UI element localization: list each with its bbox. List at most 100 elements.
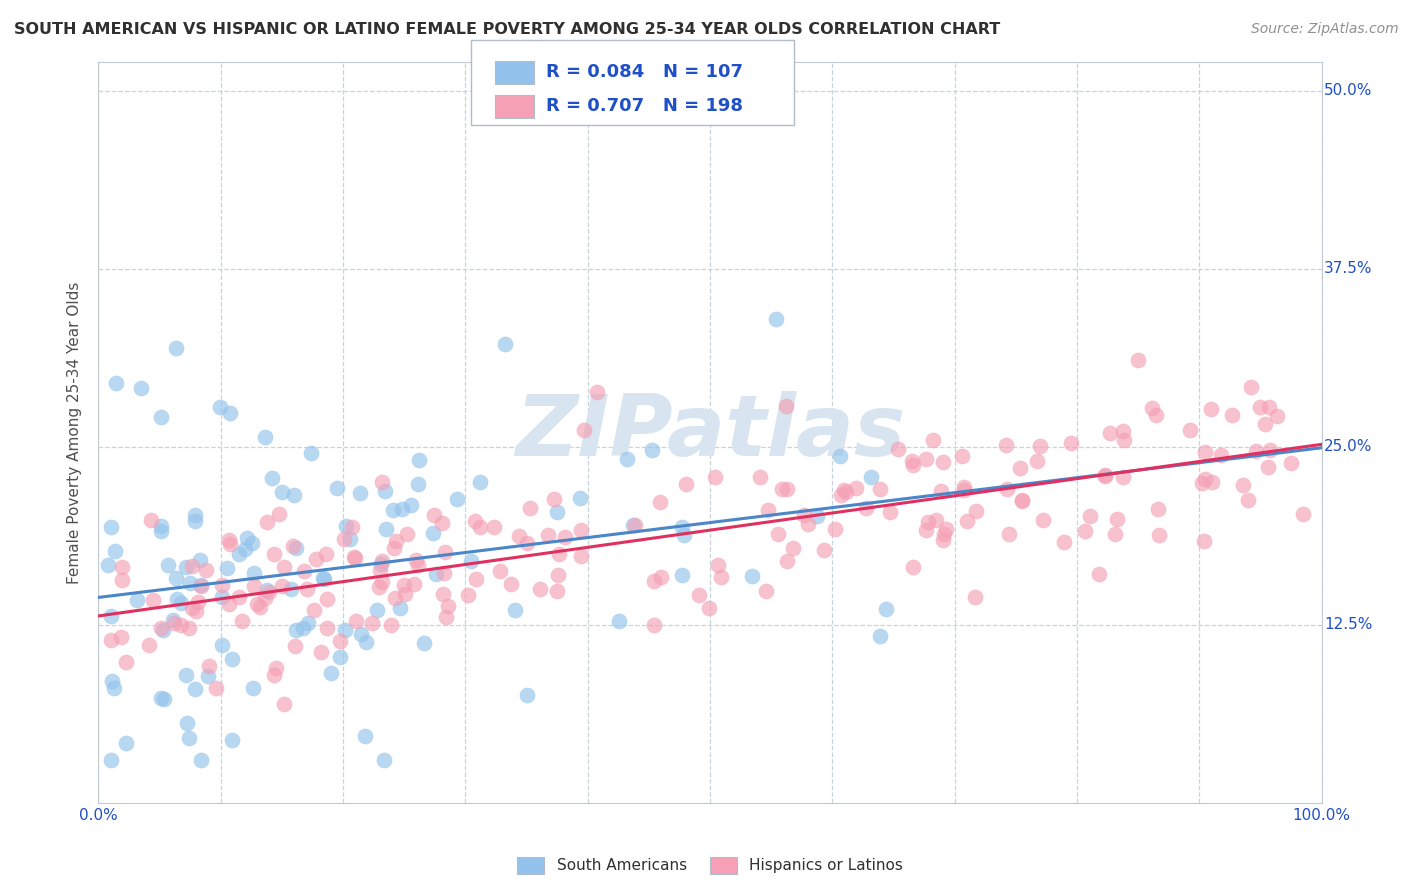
- Point: [197, 668, 219, 682]
- Point: [221, 732, 243, 747]
- Point: [755, 583, 778, 598]
- Point: [150, 690, 173, 705]
- Point: [269, 507, 291, 521]
- Point: [218, 533, 240, 547]
- Point: [569, 523, 592, 537]
- Point: [246, 597, 269, 611]
- Point: [1107, 512, 1129, 526]
- Point: [1078, 508, 1101, 523]
- Point: [922, 433, 945, 447]
- Point: [1094, 469, 1116, 483]
- Point: [166, 592, 188, 607]
- Point: [280, 582, 302, 597]
- Point: [1279, 456, 1302, 470]
- Point: [142, 592, 165, 607]
- Point: [1147, 501, 1170, 516]
- Point: [243, 579, 266, 593]
- Point: [184, 681, 207, 696]
- Point: [1194, 472, 1216, 486]
- Point: [1220, 409, 1243, 423]
- Point: [470, 475, 492, 490]
- Point: [671, 520, 693, 534]
- Point: [115, 655, 138, 669]
- Point: [283, 488, 305, 502]
- Point: [271, 579, 294, 593]
- Point: [1060, 435, 1083, 450]
- Point: [925, 513, 948, 527]
- Point: [100, 673, 122, 688]
- Point: [643, 574, 665, 588]
- Point: [932, 533, 955, 547]
- Point: [432, 566, 454, 580]
- Point: [1094, 468, 1116, 483]
- Point: [190, 578, 212, 592]
- Point: [860, 470, 883, 484]
- Point: [343, 551, 366, 566]
- Point: [150, 518, 173, 533]
- Point: [198, 658, 221, 673]
- Point: [219, 405, 242, 419]
- Point: [1029, 439, 1052, 453]
- Point: [315, 548, 337, 562]
- Text: R = 0.084   N = 107: R = 0.084 N = 107: [546, 63, 742, 81]
- Point: [150, 410, 173, 425]
- Point: [775, 399, 797, 413]
- Point: [373, 753, 395, 767]
- Point: [1244, 443, 1267, 458]
- Point: [375, 522, 398, 536]
- Point: [508, 529, 530, 543]
- Point: [1025, 454, 1047, 468]
- Point: [914, 523, 936, 537]
- Point: [157, 558, 180, 572]
- Point: [231, 614, 253, 628]
- Point: [384, 534, 406, 549]
- Text: 37.5%: 37.5%: [1324, 261, 1372, 277]
- Text: ZIPatlas: ZIPatlas: [515, 391, 905, 475]
- Point: [360, 615, 382, 630]
- Point: [1237, 492, 1260, 507]
- Point: [585, 384, 607, 399]
- Point: [374, 483, 396, 498]
- Point: [430, 516, 453, 530]
- Point: [519, 501, 541, 516]
- Point: [707, 558, 730, 572]
- Point: [402, 576, 425, 591]
- Point: [998, 527, 1021, 541]
- Point: [371, 575, 394, 590]
- Point: [339, 532, 361, 546]
- Point: [422, 525, 444, 540]
- Point: [292, 564, 315, 578]
- Point: [319, 666, 342, 681]
- Point: [131, 381, 153, 395]
- Point: [710, 570, 733, 584]
- Point: [311, 645, 333, 659]
- Point: [184, 508, 207, 522]
- Point: [756, 502, 779, 516]
- Point: [470, 520, 492, 534]
- Point: [915, 452, 938, 467]
- Point: [389, 601, 412, 615]
- Point: [494, 337, 516, 351]
- Point: [233, 542, 256, 557]
- Point: [273, 697, 295, 711]
- Point: [1142, 401, 1164, 415]
- Point: [301, 446, 323, 460]
- Point: [264, 660, 287, 674]
- Point: [879, 505, 901, 519]
- Point: [616, 452, 638, 467]
- Point: [1087, 566, 1109, 581]
- Point: [165, 342, 187, 356]
- Point: [228, 547, 250, 561]
- Point: [249, 600, 271, 615]
- Point: [254, 430, 277, 444]
- Point: [621, 518, 644, 533]
- Point: [181, 600, 204, 615]
- Point: [110, 630, 132, 644]
- Point: [537, 528, 560, 542]
- Point: [350, 627, 373, 641]
- Point: [1053, 534, 1076, 549]
- Point: [211, 578, 233, 592]
- Point: [569, 491, 592, 505]
- Point: [830, 488, 852, 502]
- Point: [1257, 460, 1279, 475]
